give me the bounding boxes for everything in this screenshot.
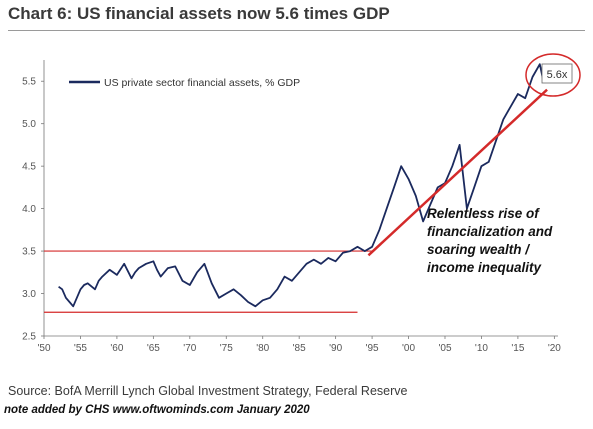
y-tick-label: 3.5 xyxy=(22,247,36,258)
x-tick-label: '85 xyxy=(293,343,306,354)
y-tick-label: 5.0 xyxy=(22,119,36,130)
y-tick-label: 5.5 xyxy=(22,77,36,88)
x-tick-label: '75 xyxy=(220,343,233,354)
highlight-circle xyxy=(525,53,581,97)
x-tick-label: '55 xyxy=(74,343,87,354)
x-tick-label: '80 xyxy=(256,343,269,354)
annotation-line-3: soaring wealth / xyxy=(427,242,530,257)
annotation-text: Relentless rise of financialization and … xyxy=(427,206,553,275)
y-tick-label: 2.5 xyxy=(22,332,36,343)
x-tick-label: '90 xyxy=(329,343,342,354)
x-tick-label: '00 xyxy=(402,343,415,354)
x-tick-label: '15 xyxy=(511,343,524,354)
x-tick-label: '95 xyxy=(366,343,379,354)
y-tick-label: 3.0 xyxy=(22,289,36,300)
annotation-line-4: income inequality xyxy=(427,260,543,275)
annotation-line-2: financialization and xyxy=(427,224,553,239)
title-divider xyxy=(8,30,585,31)
y-tick-label: 4.5 xyxy=(22,162,36,173)
x-tick-label: '10 xyxy=(475,343,488,354)
badge-label: 5.6x xyxy=(547,69,568,81)
y-tick-label: 4.0 xyxy=(22,204,36,215)
badge-box xyxy=(541,63,573,84)
x-axis-ticks: '50 '55 '60 '65 '70 '75 '80 '85 '90 '95 '00 '05 '10 '… xyxy=(37,336,561,354)
legend: US private sector financial assets, % GD… xyxy=(69,77,300,89)
x-tick-label: '70 xyxy=(183,343,196,354)
trend-arrow-line xyxy=(367,88,548,257)
x-tick-label: '50 xyxy=(37,343,50,354)
y-axis-ticks: 2.5 3.0 3.5 4.0 4.5 5.0 5.5 xyxy=(22,77,44,343)
source-note: Source: BofA Merrill Lynch Global Invest… xyxy=(8,384,408,398)
financial-assets-series-line xyxy=(58,63,551,308)
annotation-line-1: Relentless rise of xyxy=(427,206,540,221)
x-tick-label: '05 xyxy=(438,343,451,354)
x-tick-label: '20 xyxy=(548,343,561,354)
reference-lines xyxy=(44,250,373,313)
x-tick-label: '60 xyxy=(110,343,123,354)
legend-label: US private sector financial assets, % GD… xyxy=(104,77,300,89)
credit-note: note added by CHS www.oftwominds.com Jan… xyxy=(4,404,310,416)
x-tick-label: '65 xyxy=(147,343,160,354)
chart-title: Chart 6: US financial assets now 5.6 tim… xyxy=(8,4,390,23)
